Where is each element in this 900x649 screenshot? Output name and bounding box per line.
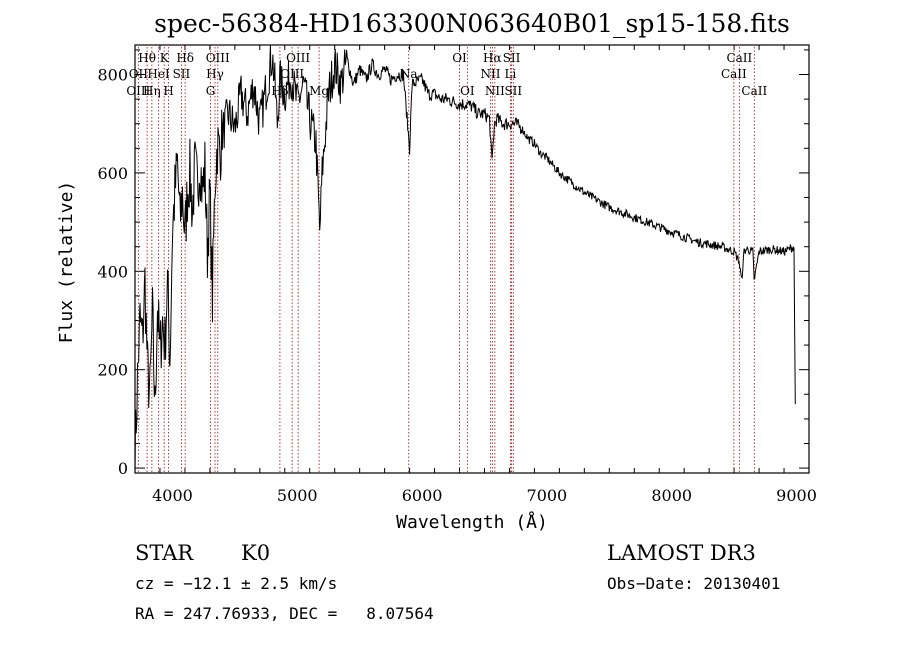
spectral-line-label: OIII [286,51,310,65]
survey-name: LAMOST DR3 [607,541,756,565]
x-tick-label: 5000 [277,486,318,505]
spectral-line-label: OIII [280,67,304,81]
y-tick-label: 400 [97,262,128,281]
spectral-line-label: OI [460,84,475,98]
spectral-line-label: H [163,84,173,98]
spectral-line-label: OIII [206,51,230,65]
spectral-line-label: SII [504,84,522,98]
observation-date: Obs−Date: 20130401 [607,574,780,593]
chart-title: spec-56384-HD163300N063640B01_sp15-158.f… [154,9,790,38]
spectral-line-label: SII [173,67,191,81]
spectral-line-markers [137,47,755,473]
spectral-line-label: Hη [143,84,161,98]
x-tick-label: 6000 [402,486,443,505]
x-axis-label: Wavelength (Å) [396,511,548,533]
x-tick-label: 4000 [152,486,193,505]
spectral-line-label: Hθ [138,51,156,65]
spectral-line-label: NII [485,84,505,98]
coordinates-readout: RA = 247.76933, DEC = 8.07564 [135,604,434,623]
axis-ticks [134,45,810,473]
spectral-line-label: OI [452,51,467,65]
object-class: STAR [135,541,194,565]
spectral-line-label: Hα [483,51,502,65]
y-tick-label: 0 [118,459,128,478]
spectral-line-label: HeI [147,67,170,81]
object-subclass: K0 [241,541,270,565]
spectral-line-label: Hδ [176,51,194,65]
spectral-line-label: SII [503,51,521,65]
spectral-line-label: Li [505,67,517,81]
spectral-line-label: G [206,84,216,98]
y-axis-label: Flux (relative) [56,181,77,344]
spectral-line-label: Hγ [206,67,224,81]
y-tick-label: 800 [97,66,128,85]
spectral-line-label: Na [400,67,418,81]
spectral-line-label: CaII [726,51,752,65]
spectral-line-label: CaII [721,67,747,81]
redshift-readout: cz = −12.1 ± 2.5 km/s [135,574,337,593]
spectral-line-label: NII [480,67,500,81]
x-tick-label: 7000 [527,486,568,505]
plot-frame [134,44,810,474]
spectral-line-label: OIII [126,84,150,98]
x-tick-label: 9000 [776,486,817,505]
spectral-line-label: CaII [741,84,767,98]
flux-series-line [134,45,796,474]
spectral-line-label: Mg [309,84,329,98]
x-tick-labels: 4000 5000 6000 7000 8000 9000 [152,486,817,505]
spectral-line-label: OII [129,67,149,81]
y-tick-label: 600 [97,164,128,183]
x-tick-label: 8000 [651,486,692,505]
y-tick-label: 200 [97,361,128,380]
y-tick-labels: 0 200 400 600 800 [97,66,128,479]
spectral-line-label: K [160,51,170,65]
